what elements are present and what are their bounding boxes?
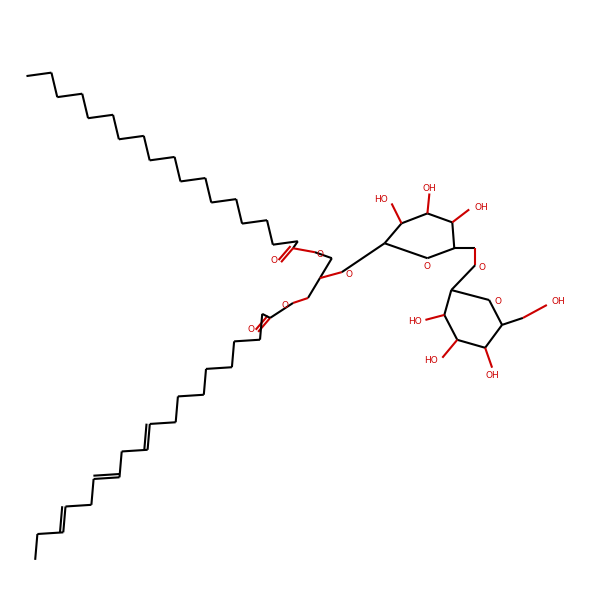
Text: O: O (424, 262, 431, 271)
Text: O: O (316, 250, 323, 259)
Text: O: O (479, 263, 485, 272)
Text: OH: OH (485, 371, 499, 380)
Text: O: O (345, 269, 352, 278)
Text: O: O (281, 301, 289, 310)
Text: O: O (248, 325, 255, 334)
Text: OH: OH (474, 203, 488, 212)
Text: HO: HO (425, 356, 439, 365)
Text: O: O (494, 298, 502, 307)
Text: OH: OH (552, 298, 566, 307)
Text: HO: HO (374, 195, 388, 204)
Text: O: O (271, 256, 278, 265)
Text: HO: HO (407, 317, 421, 326)
Text: OH: OH (422, 184, 436, 193)
